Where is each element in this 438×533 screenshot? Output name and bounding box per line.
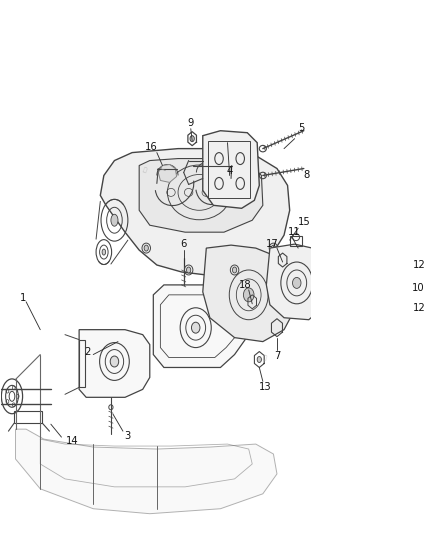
Text: 2: 2 bbox=[85, 346, 91, 357]
Text: 14: 14 bbox=[66, 436, 78, 446]
Ellipse shape bbox=[293, 278, 301, 288]
Text: 12: 12 bbox=[413, 260, 426, 270]
Ellipse shape bbox=[110, 356, 119, 367]
Circle shape bbox=[257, 357, 261, 362]
Text: 15: 15 bbox=[297, 217, 310, 227]
Polygon shape bbox=[100, 149, 290, 275]
Ellipse shape bbox=[191, 322, 200, 333]
Text: 9: 9 bbox=[187, 118, 194, 128]
Text: 8: 8 bbox=[304, 171, 310, 181]
Ellipse shape bbox=[111, 214, 118, 226]
Ellipse shape bbox=[244, 288, 254, 302]
Polygon shape bbox=[79, 330, 150, 397]
Text: 4: 4 bbox=[226, 166, 233, 175]
Bar bbox=[14, 411, 42, 423]
Circle shape bbox=[144, 245, 148, 251]
Polygon shape bbox=[332, 252, 381, 332]
Circle shape bbox=[233, 267, 237, 273]
Text: 7: 7 bbox=[274, 351, 280, 360]
Polygon shape bbox=[203, 245, 295, 342]
Text: 16: 16 bbox=[145, 142, 158, 151]
Circle shape bbox=[271, 245, 276, 251]
Text: 10: 10 bbox=[412, 283, 424, 293]
Polygon shape bbox=[203, 131, 259, 208]
Text: ⓒ: ⓒ bbox=[141, 167, 147, 174]
Text: 1: 1 bbox=[19, 293, 26, 303]
Ellipse shape bbox=[102, 249, 106, 255]
Polygon shape bbox=[139, 158, 263, 232]
Text: 5: 5 bbox=[299, 123, 305, 133]
Text: 12: 12 bbox=[413, 303, 426, 313]
Circle shape bbox=[276, 326, 279, 330]
Text: 13: 13 bbox=[259, 382, 272, 392]
Bar bbox=[208, 141, 250, 198]
Polygon shape bbox=[153, 285, 245, 367]
Ellipse shape bbox=[353, 287, 361, 298]
Text: 18: 18 bbox=[239, 280, 251, 290]
Circle shape bbox=[187, 267, 191, 273]
Text: 11: 11 bbox=[288, 227, 301, 237]
Text: ⓒ: ⓒ bbox=[262, 354, 267, 361]
Polygon shape bbox=[158, 165, 177, 182]
Bar bbox=[79, 340, 85, 387]
Circle shape bbox=[190, 136, 194, 142]
Text: 6: 6 bbox=[180, 239, 187, 249]
Polygon shape bbox=[15, 429, 277, 514]
Text: 17: 17 bbox=[266, 239, 279, 249]
Polygon shape bbox=[266, 244, 326, 320]
Bar bbox=[290, 236, 302, 246]
Text: 3: 3 bbox=[124, 431, 130, 441]
